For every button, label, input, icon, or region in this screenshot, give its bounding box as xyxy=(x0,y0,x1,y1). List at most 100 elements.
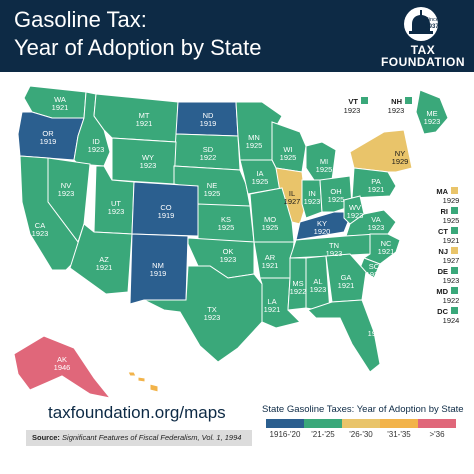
source-text: Significant Features of Fiscal Federalis… xyxy=(62,433,242,442)
state-label-ga: GA xyxy=(341,273,352,282)
state-ak xyxy=(13,335,112,399)
state-me xyxy=(415,89,449,135)
state-label-va: VA xyxy=(371,215,380,224)
state-label-me: ME xyxy=(426,109,437,118)
state-label-mo: MO xyxy=(264,215,276,224)
small-state-label-dc: DC xyxy=(437,307,448,316)
state-label-wy: WY xyxy=(142,153,154,162)
state-label-id: ID xyxy=(92,137,100,146)
state-year-la: 1921 xyxy=(264,305,281,314)
state-year-oh: 1925 xyxy=(328,195,345,204)
state-pa xyxy=(351,167,397,199)
state-label-ky: KY xyxy=(317,219,327,228)
capitol-dome-icon: Since 1937 xyxy=(404,7,439,41)
small-state-year-nh: 1923 xyxy=(388,106,405,115)
state-label-wa: WA xyxy=(54,95,66,104)
state-label-nc: NC xyxy=(381,239,392,248)
state-label-hi: HI xyxy=(144,399,152,400)
logo-year: 1937 xyxy=(425,24,439,30)
state-year-ky: 1920 xyxy=(314,227,331,236)
state-year-ar: 1921 xyxy=(262,261,279,270)
state-year-wa: 1921 xyxy=(52,103,69,112)
legend-label-36: >'36 xyxy=(429,430,445,439)
state-sc xyxy=(359,257,381,279)
source-note: Source: Significant Features of Fiscal F… xyxy=(26,430,252,446)
state-label-ny: NY xyxy=(395,149,405,158)
state-year-ne: 1925 xyxy=(204,189,221,198)
small-state-label-nj: NJ xyxy=(438,247,448,256)
state-year-ga: 1921 xyxy=(338,281,355,290)
state-year-mt: 1921 xyxy=(136,119,153,128)
small-state-swatch-de xyxy=(451,267,458,274)
state-label-wi: WI xyxy=(283,145,292,154)
state-year-il: 1927 xyxy=(284,197,301,206)
state-year-pa: 1921 xyxy=(368,185,385,194)
small-state-year-ma: 1929 xyxy=(443,196,460,205)
title-line-2: Year of Adoption by State xyxy=(14,35,262,60)
state-year-az: 1921 xyxy=(96,263,113,272)
small-state-label-ma: MA xyxy=(436,187,448,196)
legend-swatches xyxy=(266,419,456,428)
state-year-me: 1923 xyxy=(424,117,441,126)
small-state-swatch-ct xyxy=(451,227,458,234)
state-hi xyxy=(127,371,159,393)
state-label-ks: KS xyxy=(221,215,231,224)
small-state-label-md: MD xyxy=(436,287,448,296)
state-year-in: 1923 xyxy=(304,197,321,206)
small-state-label-vt: VT xyxy=(348,97,358,106)
state-label-ne: NE xyxy=(207,181,217,190)
state-label-mt: MT xyxy=(139,111,150,120)
state-year-ms: 1922 xyxy=(290,287,307,296)
header-bar: Gasoline Tax: Year of Adoption by State … xyxy=(0,0,474,72)
logo-word-foundation: FOUNDATION xyxy=(380,55,466,69)
state-tx xyxy=(143,265,263,363)
small-state-swatch-vt xyxy=(361,97,368,104)
state-year-nm: 1919 xyxy=(150,269,167,278)
state-label-sd: SD xyxy=(203,145,214,154)
state-label-ca: CA xyxy=(35,221,45,230)
state-year-ks: 1925 xyxy=(218,223,235,232)
legend-label-31-35: '31-'35 xyxy=(387,430,411,439)
state-year-wi: 1925 xyxy=(280,153,297,162)
state-mt xyxy=(93,93,179,143)
state-label-tn: TN xyxy=(329,241,339,250)
small-state-swatch-md xyxy=(451,287,458,294)
legend-swatch-36 xyxy=(418,419,456,428)
state-label-wv: WV xyxy=(349,203,361,212)
state-label-nd: ND xyxy=(203,111,214,120)
state-label-ms: MS xyxy=(292,279,303,288)
state-year-ca: 1923 xyxy=(32,229,49,238)
logo-word-tax: TAX xyxy=(410,43,436,57)
state-year-wv: 1923 xyxy=(347,211,364,220)
small-state-swatch-nj xyxy=(451,247,458,254)
legend-swatch-26-30 xyxy=(342,419,380,428)
legend-labels: 1916-'20 '21-'25 '26-'30 '31-'35 >'36 xyxy=(266,430,456,439)
state-label-co: CO xyxy=(160,203,171,212)
source-url[interactable]: taxfoundation.org/maps xyxy=(48,403,226,422)
state-label-pa: PA xyxy=(371,177,380,186)
state-year-ny: 1929 xyxy=(392,157,409,166)
legend-swatch-1916-20 xyxy=(266,419,304,428)
state-label-ak: AK xyxy=(57,355,67,364)
state-year-sd: 1922 xyxy=(200,153,217,162)
state-label-ok: OK xyxy=(223,247,234,256)
state-label-tx: TX xyxy=(207,305,217,314)
source-label: Source: xyxy=(32,433,60,442)
state-label-az: AZ xyxy=(99,255,109,264)
small-state-year-dc: 1924 xyxy=(443,316,460,325)
state-year-tn: 1923 xyxy=(326,249,343,258)
state-year-id: 1923 xyxy=(88,145,105,154)
state-year-va: 1923 xyxy=(368,223,385,232)
state-fl xyxy=(307,299,381,373)
legend-swatch-31-35 xyxy=(380,419,418,428)
state-label-ar: AR xyxy=(265,253,276,262)
state-label-al: AL xyxy=(313,277,322,286)
legend-title: State Gasoline Taxes: Year of Adoption b… xyxy=(262,404,464,415)
state-label-mi: MI xyxy=(320,157,328,166)
small-state-label-nh: NH xyxy=(391,97,402,106)
state-year-nv: 1923 xyxy=(58,189,75,198)
small-state-swatch-ma xyxy=(451,187,458,194)
state-label-la: LA xyxy=(267,297,276,306)
state-year-mo: 1925 xyxy=(262,223,279,232)
